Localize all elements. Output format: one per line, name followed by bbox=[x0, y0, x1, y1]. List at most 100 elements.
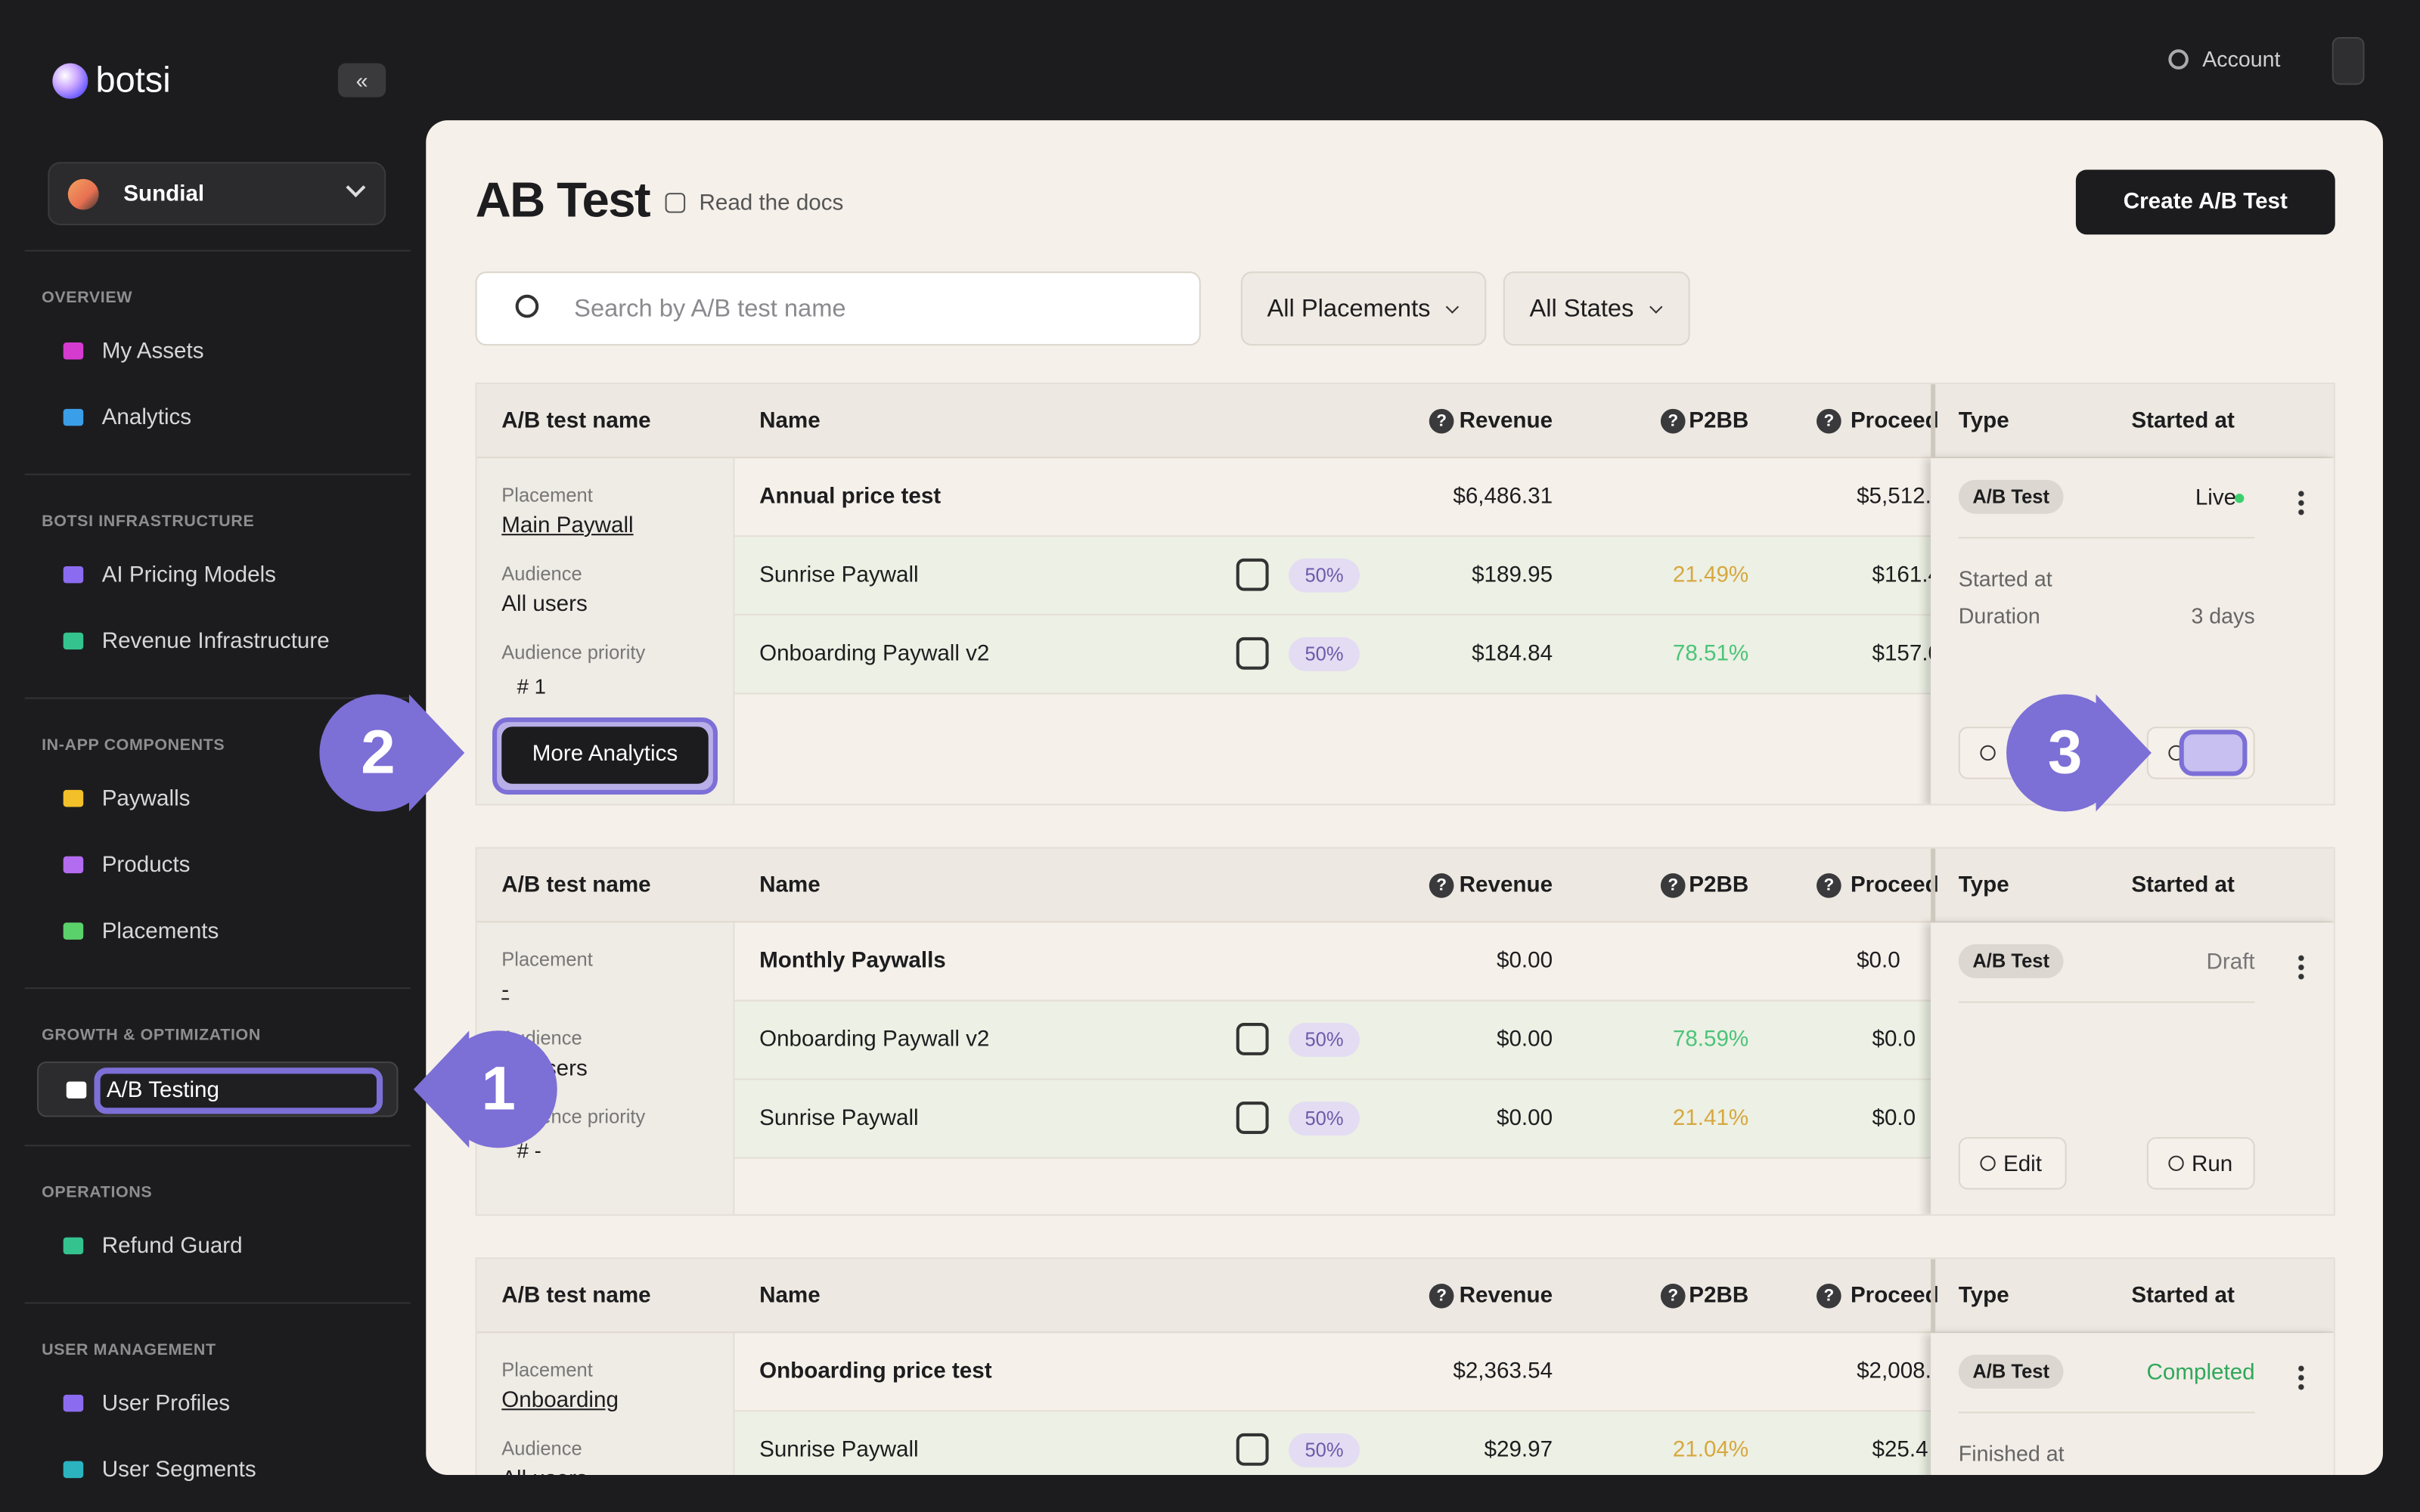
help-icon: ? bbox=[1817, 408, 1841, 434]
chevron bbox=[1649, 300, 1663, 314]
variant-name: Sunrise Paywall bbox=[759, 1438, 919, 1463]
test-card: A/B test name Name Revenue? P2BB? Proceed? Ty… bbox=[475, 1257, 2335, 1476]
search-placeholder: Search by A/B test name bbox=[574, 296, 846, 323]
divider bbox=[24, 987, 411, 990]
column-header: Started at bbox=[2131, 408, 2235, 434]
paywall-icon[interactable] bbox=[1236, 1101, 1269, 1134]
more-analytics-button[interactable]: More Analytics bbox=[501, 727, 709, 784]
callout: 2 bbox=[319, 694, 437, 812]
action-button[interactable]: Edit bbox=[1958, 1137, 2067, 1190]
paywall-icon[interactable] bbox=[1236, 637, 1269, 670]
sticky-panel: A/B Test Draft Edit Run bbox=[1931, 922, 2334, 1215]
proceeds: $5,512.8 bbox=[1857, 484, 1944, 510]
p2bb: 21.04% bbox=[1672, 1438, 1749, 1463]
account-link[interactable]: Account bbox=[2202, 46, 2281, 71]
paywall-icon[interactable] bbox=[1236, 1433, 1269, 1466]
placement[interactable]: Onboarding bbox=[501, 1388, 619, 1414]
logo bbox=[52, 63, 88, 99]
help-icon: ? bbox=[1429, 408, 1454, 434]
search-box[interactable]: Search by A/B test name bbox=[475, 271, 1201, 346]
proceeds: $2,008.7 bbox=[1857, 1359, 1944, 1384]
action-button[interactable]: Run bbox=[2146, 1137, 2255, 1190]
nav-item[interactable]: My Assets bbox=[42, 324, 396, 380]
filter-dropdown[interactable]: All Placements bbox=[1240, 271, 1487, 346]
nav-item[interactable]: Analytics bbox=[42, 390, 396, 445]
create-button[interactable]: Create A/B Test bbox=[2075, 169, 2335, 235]
nav-icon bbox=[63, 1237, 84, 1255]
nav-icon bbox=[63, 789, 84, 807]
revenue: $0.00 bbox=[1496, 949, 1553, 974]
column-header: P2BB bbox=[1689, 1283, 1749, 1309]
nav-item[interactable]: Revenue Infrastructure bbox=[42, 614, 396, 669]
more-menu[interactable] bbox=[2297, 953, 2304, 981]
app-selector[interactable]: Sundial bbox=[48, 162, 386, 225]
callout: 3 bbox=[2006, 694, 2124, 812]
nav-label: AI Pricing Models bbox=[101, 562, 276, 588]
help-icon: ? bbox=[1429, 873, 1454, 898]
section-title: OPERATIONS bbox=[42, 1183, 153, 1202]
nav-icon bbox=[63, 342, 84, 360]
docs-link[interactable]: Read the docs bbox=[699, 191, 844, 216]
test-row bbox=[734, 458, 2334, 538]
column-header: Revenue bbox=[1459, 408, 1553, 434]
sticky-header bbox=[1931, 384, 1936, 459]
nav-label: User Segments bbox=[101, 1458, 256, 1483]
proceeds: $0.0 bbox=[1857, 949, 1900, 974]
brand: botsi bbox=[95, 59, 171, 100]
action-icon bbox=[2168, 1155, 2184, 1171]
sticky-header bbox=[1931, 1259, 1936, 1334]
placement[interactable]: Main Paywall bbox=[501, 513, 634, 539]
section-title: OVERVIEW bbox=[42, 288, 133, 308]
column-header: Name bbox=[759, 408, 821, 434]
paywall-icon[interactable] bbox=[1236, 1023, 1269, 1055]
audience: All users bbox=[501, 592, 588, 618]
sticky-header bbox=[1931, 848, 1936, 923]
header-row bbox=[476, 1259, 2334, 1334]
nav-label: User Profiles bbox=[101, 1391, 231, 1417]
nav-item[interactable]: Placements bbox=[42, 904, 396, 959]
column-header: P2BB bbox=[1689, 408, 1749, 434]
nav-item[interactable]: User Segments bbox=[42, 1442, 396, 1498]
live-dot bbox=[2235, 494, 2245, 503]
nav-label: Placements bbox=[101, 919, 219, 944]
divider bbox=[24, 473, 411, 476]
audience: All users bbox=[501, 1467, 587, 1475]
nav-item[interactable]: A/B Testing bbox=[36, 1061, 399, 1117]
weight-badge: 50% bbox=[1289, 1023, 1360, 1057]
variant-proceeds: $25.4 bbox=[1872, 1438, 1928, 1463]
gear-icon bbox=[2168, 49, 2189, 70]
test-card: A/B test name Name Revenue? P2BB? Proceed? Ty… bbox=[475, 383, 2335, 806]
nav-icon bbox=[63, 632, 84, 650]
section-title: BOTSI INFRASTRUCTURE bbox=[42, 512, 255, 531]
callout: 1 bbox=[439, 1030, 557, 1148]
nav-item[interactable]: AI Pricing Models bbox=[42, 547, 396, 603]
column-header: P2BB bbox=[1689, 873, 1749, 898]
section-title: IN-APP COMPONENTS bbox=[42, 736, 225, 754]
nav-item[interactable]: Products bbox=[42, 838, 396, 893]
help-icon: ? bbox=[1660, 408, 1686, 434]
filter-dropdown[interactable]: All States bbox=[1503, 271, 1690, 346]
nav-icon bbox=[63, 1461, 84, 1479]
p2bb: 21.41% bbox=[1672, 1106, 1749, 1131]
p2bb: 78.59% bbox=[1672, 1027, 1749, 1052]
variant-name: Onboarding Paywall v2 bbox=[759, 1027, 990, 1052]
priority-label: Audience priority bbox=[501, 641, 646, 664]
p2bb: 21.49% bbox=[1672, 562, 1749, 588]
more-menu[interactable] bbox=[2297, 1364, 2304, 1392]
divider bbox=[24, 697, 411, 699]
variant-revenue: $29.97 bbox=[1484, 1438, 1553, 1463]
collapse-button[interactable]: « bbox=[337, 63, 386, 98]
divider bbox=[24, 1145, 411, 1147]
header-row bbox=[476, 384, 2334, 459]
placement-label: Placement bbox=[501, 1359, 593, 1381]
nav-item[interactable]: Paywalls bbox=[42, 771, 396, 826]
nav-item[interactable]: Refund Guard bbox=[42, 1219, 396, 1274]
paywall-icon[interactable] bbox=[1236, 558, 1269, 591]
test-card: A/B test name Name Revenue? P2BB? Proceed? Ty… bbox=[475, 847, 2335, 1216]
expand-button[interactable] bbox=[2332, 36, 2365, 85]
nav-item[interactable]: User Profiles bbox=[42, 1376, 396, 1431]
highlight-ring bbox=[94, 1067, 383, 1114]
help-icon: ? bbox=[1817, 873, 1841, 898]
more-menu[interactable] bbox=[2297, 488, 2304, 517]
placement[interactable]: - bbox=[501, 978, 510, 1003]
